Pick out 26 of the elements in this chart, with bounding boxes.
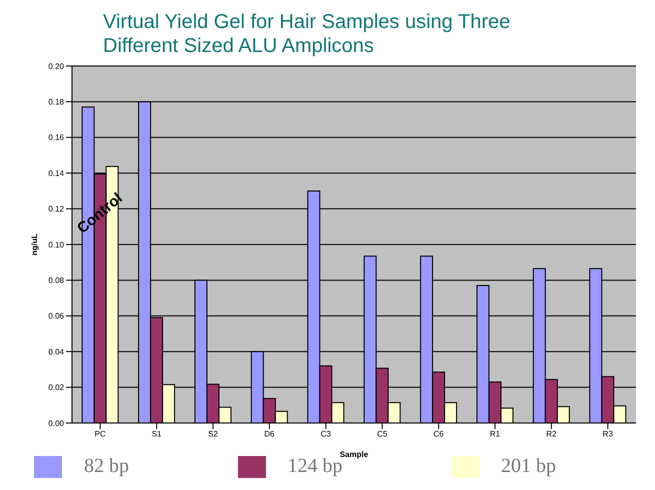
legend-label: 82 bp bbox=[84, 455, 129, 478]
y-tick-label: 0.18 bbox=[48, 98, 65, 107]
y-tick-label: 0.02 bbox=[48, 383, 65, 392]
x-tick-label: S1 bbox=[152, 430, 162, 439]
y-tick-label: 0.14 bbox=[48, 168, 65, 178]
x-tick-label: R1 bbox=[490, 430, 501, 439]
y-tick-label: 0.20 bbox=[48, 62, 65, 71]
x-tick-label: C5 bbox=[377, 430, 388, 439]
x-axis-title: Sample bbox=[340, 450, 369, 459]
chart-title: Virtual Yield Gel for Hair Samples using Three Different Sized ALU Amplicons bbox=[103, 10, 512, 58]
y-tick-label: 0.00 bbox=[48, 418, 65, 428]
x-tick-label: D6 bbox=[264, 430, 276, 439]
y-tick-label: 0.12 bbox=[48, 204, 65, 214]
y-tick-label: 0.04 bbox=[48, 347, 65, 356]
x-tick-label: C3 bbox=[320, 430, 332, 439]
y-tick-label: 0.08 bbox=[48, 276, 65, 286]
y-tick-label: 0.16 bbox=[48, 133, 65, 142]
y-tick-label: 0.10 bbox=[48, 240, 65, 250]
y-axis-title: ng/uL bbox=[30, 234, 39, 256]
x-tick-label: R3 bbox=[602, 430, 614, 439]
x-tick-label: PC bbox=[94, 430, 106, 439]
x-tick-label: C6 bbox=[433, 430, 444, 439]
y-tick-label: 0.06 bbox=[48, 312, 65, 321]
x-tick-label: S2 bbox=[208, 430, 218, 439]
legend-label: 201 bp bbox=[501, 455, 556, 478]
x-tick-label: R2 bbox=[546, 430, 558, 439]
